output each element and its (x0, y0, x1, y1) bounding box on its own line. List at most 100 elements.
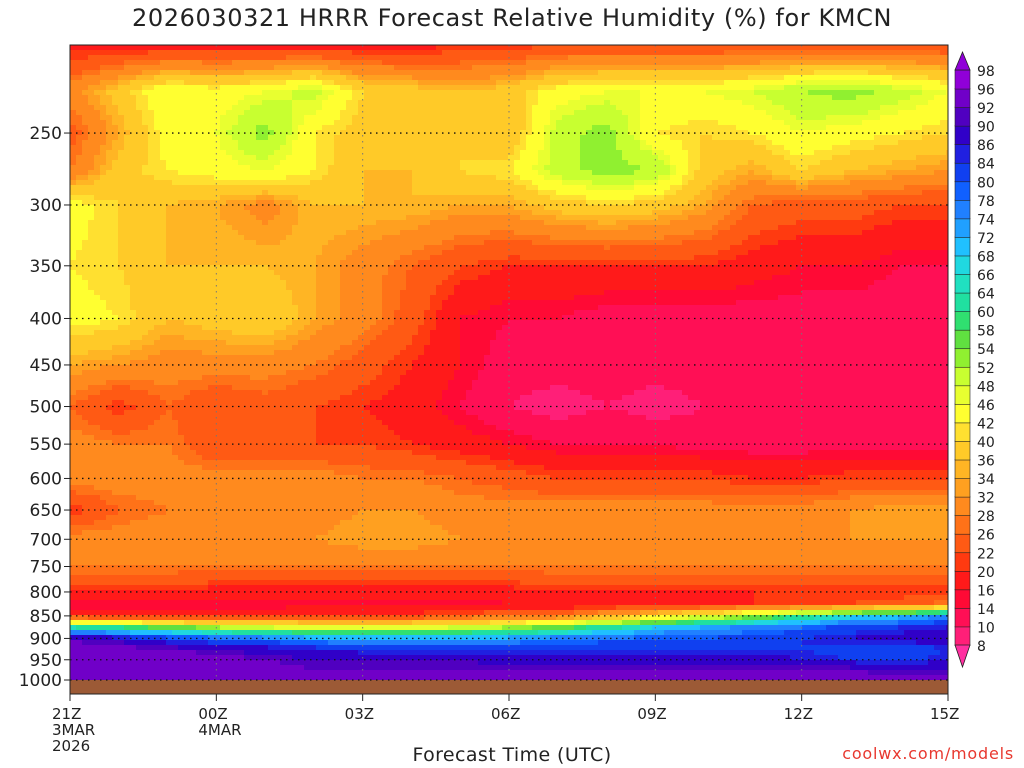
rh-cell (622, 100, 629, 106)
rh-cell (700, 145, 707, 151)
rh-cell (346, 120, 353, 126)
rh-cell (172, 170, 179, 176)
rh-cell (472, 135, 479, 141)
rh-cell (232, 120, 239, 126)
rh-cell (136, 85, 143, 91)
rh-cell (106, 180, 113, 186)
rh-cell (316, 65, 323, 71)
rh-cell (76, 70, 83, 76)
rh-cell (886, 190, 893, 196)
rh-cell (946, 170, 953, 176)
rh-cell (814, 170, 821, 176)
rh-cell (754, 85, 761, 91)
rh-cell (754, 180, 761, 186)
rh-cell (292, 95, 299, 101)
rh-cell (616, 125, 623, 131)
rh-cell (346, 80, 353, 86)
rh-cell (496, 160, 503, 166)
rh-cell (376, 210, 383, 216)
rh-cell (562, 95, 569, 101)
rh-cell (454, 195, 461, 201)
rh-cell (292, 60, 299, 66)
rh-cell (214, 155, 221, 161)
rh-cell (850, 195, 857, 201)
rh-cell (520, 175, 527, 181)
rh-cell (154, 75, 161, 81)
rh-cell (472, 90, 479, 96)
rh-cell (730, 55, 737, 61)
rh-cell (646, 75, 653, 81)
rh-cell (652, 70, 659, 76)
rh-cell (268, 70, 275, 76)
rh-cell (568, 65, 575, 71)
rh-cell (628, 180, 635, 186)
rh-cell (532, 85, 539, 91)
rh-cell (418, 55, 425, 61)
rh-cell (256, 45, 263, 51)
rh-cell (640, 55, 647, 61)
rh-cell (646, 210, 653, 216)
rh-cell (832, 105, 839, 111)
rh-cell (526, 80, 533, 86)
rh-cell (112, 210, 119, 216)
rh-cell (304, 165, 311, 171)
rh-cell (778, 95, 785, 101)
rh-cell (760, 145, 767, 151)
rh-cell (598, 195, 605, 201)
rh-cell (730, 100, 737, 106)
rh-cell (124, 55, 131, 61)
rh-cell (628, 195, 635, 201)
rh-cell (838, 140, 845, 146)
rh-cell (280, 125, 287, 131)
rh-cell (778, 185, 785, 191)
rh-cell (628, 110, 635, 116)
rh-cell (418, 150, 425, 156)
rh-cell (934, 175, 941, 181)
rh-cell (262, 160, 269, 166)
rh-cell (256, 100, 263, 106)
rh-cell (592, 110, 599, 116)
rh-cell (142, 210, 149, 216)
rh-cell (244, 105, 251, 111)
rh-cell (550, 100, 557, 106)
rh-cell (202, 155, 209, 161)
rh-cell (454, 80, 461, 86)
rh-cell (850, 170, 857, 176)
rh-cell (706, 60, 713, 66)
rh-cell (886, 165, 893, 171)
rh-cell (802, 105, 809, 111)
rh-cell (946, 85, 953, 91)
rh-cell (82, 120, 89, 126)
rh-cell (286, 195, 293, 201)
rh-cell (454, 140, 461, 146)
rh-cell (856, 210, 863, 216)
rh-cell (382, 120, 389, 126)
rh-cell (826, 120, 833, 126)
rh-cell (106, 150, 113, 156)
rh-cell (808, 95, 815, 101)
rh-cell (202, 50, 209, 56)
rh-cell (850, 125, 857, 131)
rh-cell (598, 115, 605, 121)
rh-cell (442, 190, 449, 196)
rh-cell (178, 80, 185, 86)
rh-cell (922, 55, 929, 61)
rh-cell (832, 190, 839, 196)
rh-cell (280, 65, 287, 71)
rh-cell (808, 160, 815, 166)
rh-cell (232, 65, 239, 71)
rh-cell (532, 80, 539, 86)
rh-cell (640, 45, 647, 51)
rh-cell (172, 85, 179, 91)
rh-cell (754, 95, 761, 101)
rh-cell (118, 155, 125, 161)
rh-cell (244, 180, 251, 186)
rh-cell (484, 210, 491, 216)
rh-cell (598, 125, 605, 131)
rh-cell (436, 160, 443, 166)
rh-cell (742, 125, 749, 131)
rh-cell (664, 60, 671, 66)
rh-cell (634, 100, 641, 106)
rh-cell (130, 155, 137, 161)
rh-cell (490, 185, 497, 191)
